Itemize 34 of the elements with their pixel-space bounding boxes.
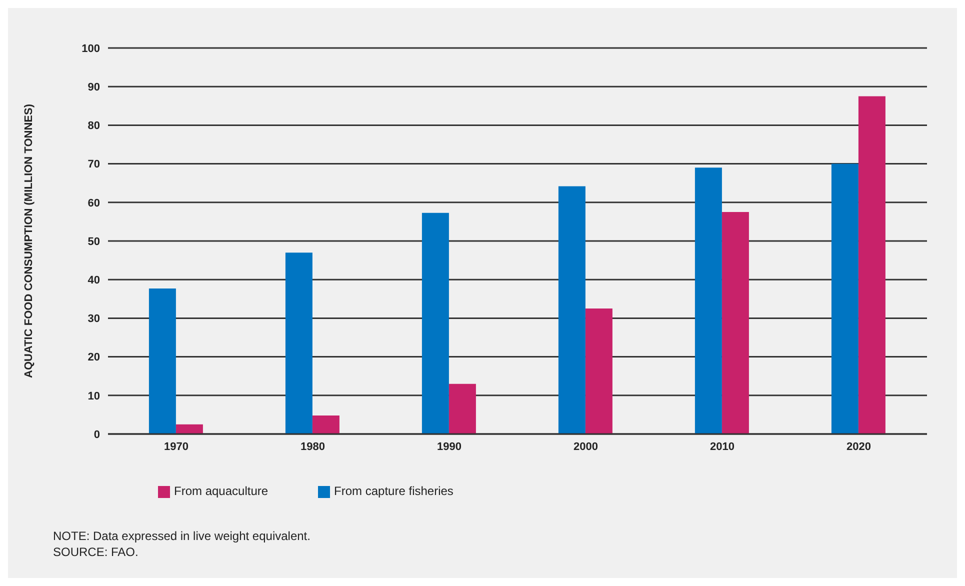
x-tick-label: 1980 [300, 440, 325, 453]
bar [558, 186, 586, 434]
text: NOTE: Data expressed in live weight equivalent. [53, 528, 310, 544]
x-tick-label: 1990 [437, 440, 462, 453]
x-tick-label: 2010 [710, 440, 734, 453]
bar [858, 96, 886, 434]
bar [176, 424, 203, 434]
x-tick-label: 2020 [846, 440, 871, 453]
bar [831, 164, 858, 434]
legend-label: From aquaculture [174, 484, 268, 498]
bar [694, 168, 722, 434]
y-tick-label: 40 [88, 274, 100, 287]
y-tick-label: 60 [88, 197, 100, 210]
x-tick-label: 2000 [574, 440, 598, 453]
y-tick-label: 20 [88, 352, 100, 364]
legend-label: From capture fisheries [334, 484, 454, 498]
bar [148, 288, 176, 434]
bar [448, 384, 476, 434]
y-tick-label: 10 [88, 390, 100, 402]
y-tick-label: 30 [88, 313, 100, 326]
y-tick-label: 100 [82, 42, 100, 55]
y-tick-label: 80 [88, 120, 100, 132]
source-note: SOURCE: FAO. [53, 544, 140, 560]
bar [585, 308, 612, 434]
y-tick-label: 70 [88, 158, 100, 171]
y-axis-title: AQUATIC FOOD CONSUMPTION (MILLION TONNES) [22, 104, 35, 378]
bar [312, 415, 340, 434]
bar [422, 212, 449, 434]
y-tick-label: 0 [94, 428, 100, 441]
bar [722, 212, 749, 434]
x-tick-label: 1970 [164, 440, 188, 453]
y-tick-label: 90 [88, 82, 100, 94]
bar [285, 252, 312, 434]
y-tick-label: 50 [88, 236, 100, 248]
